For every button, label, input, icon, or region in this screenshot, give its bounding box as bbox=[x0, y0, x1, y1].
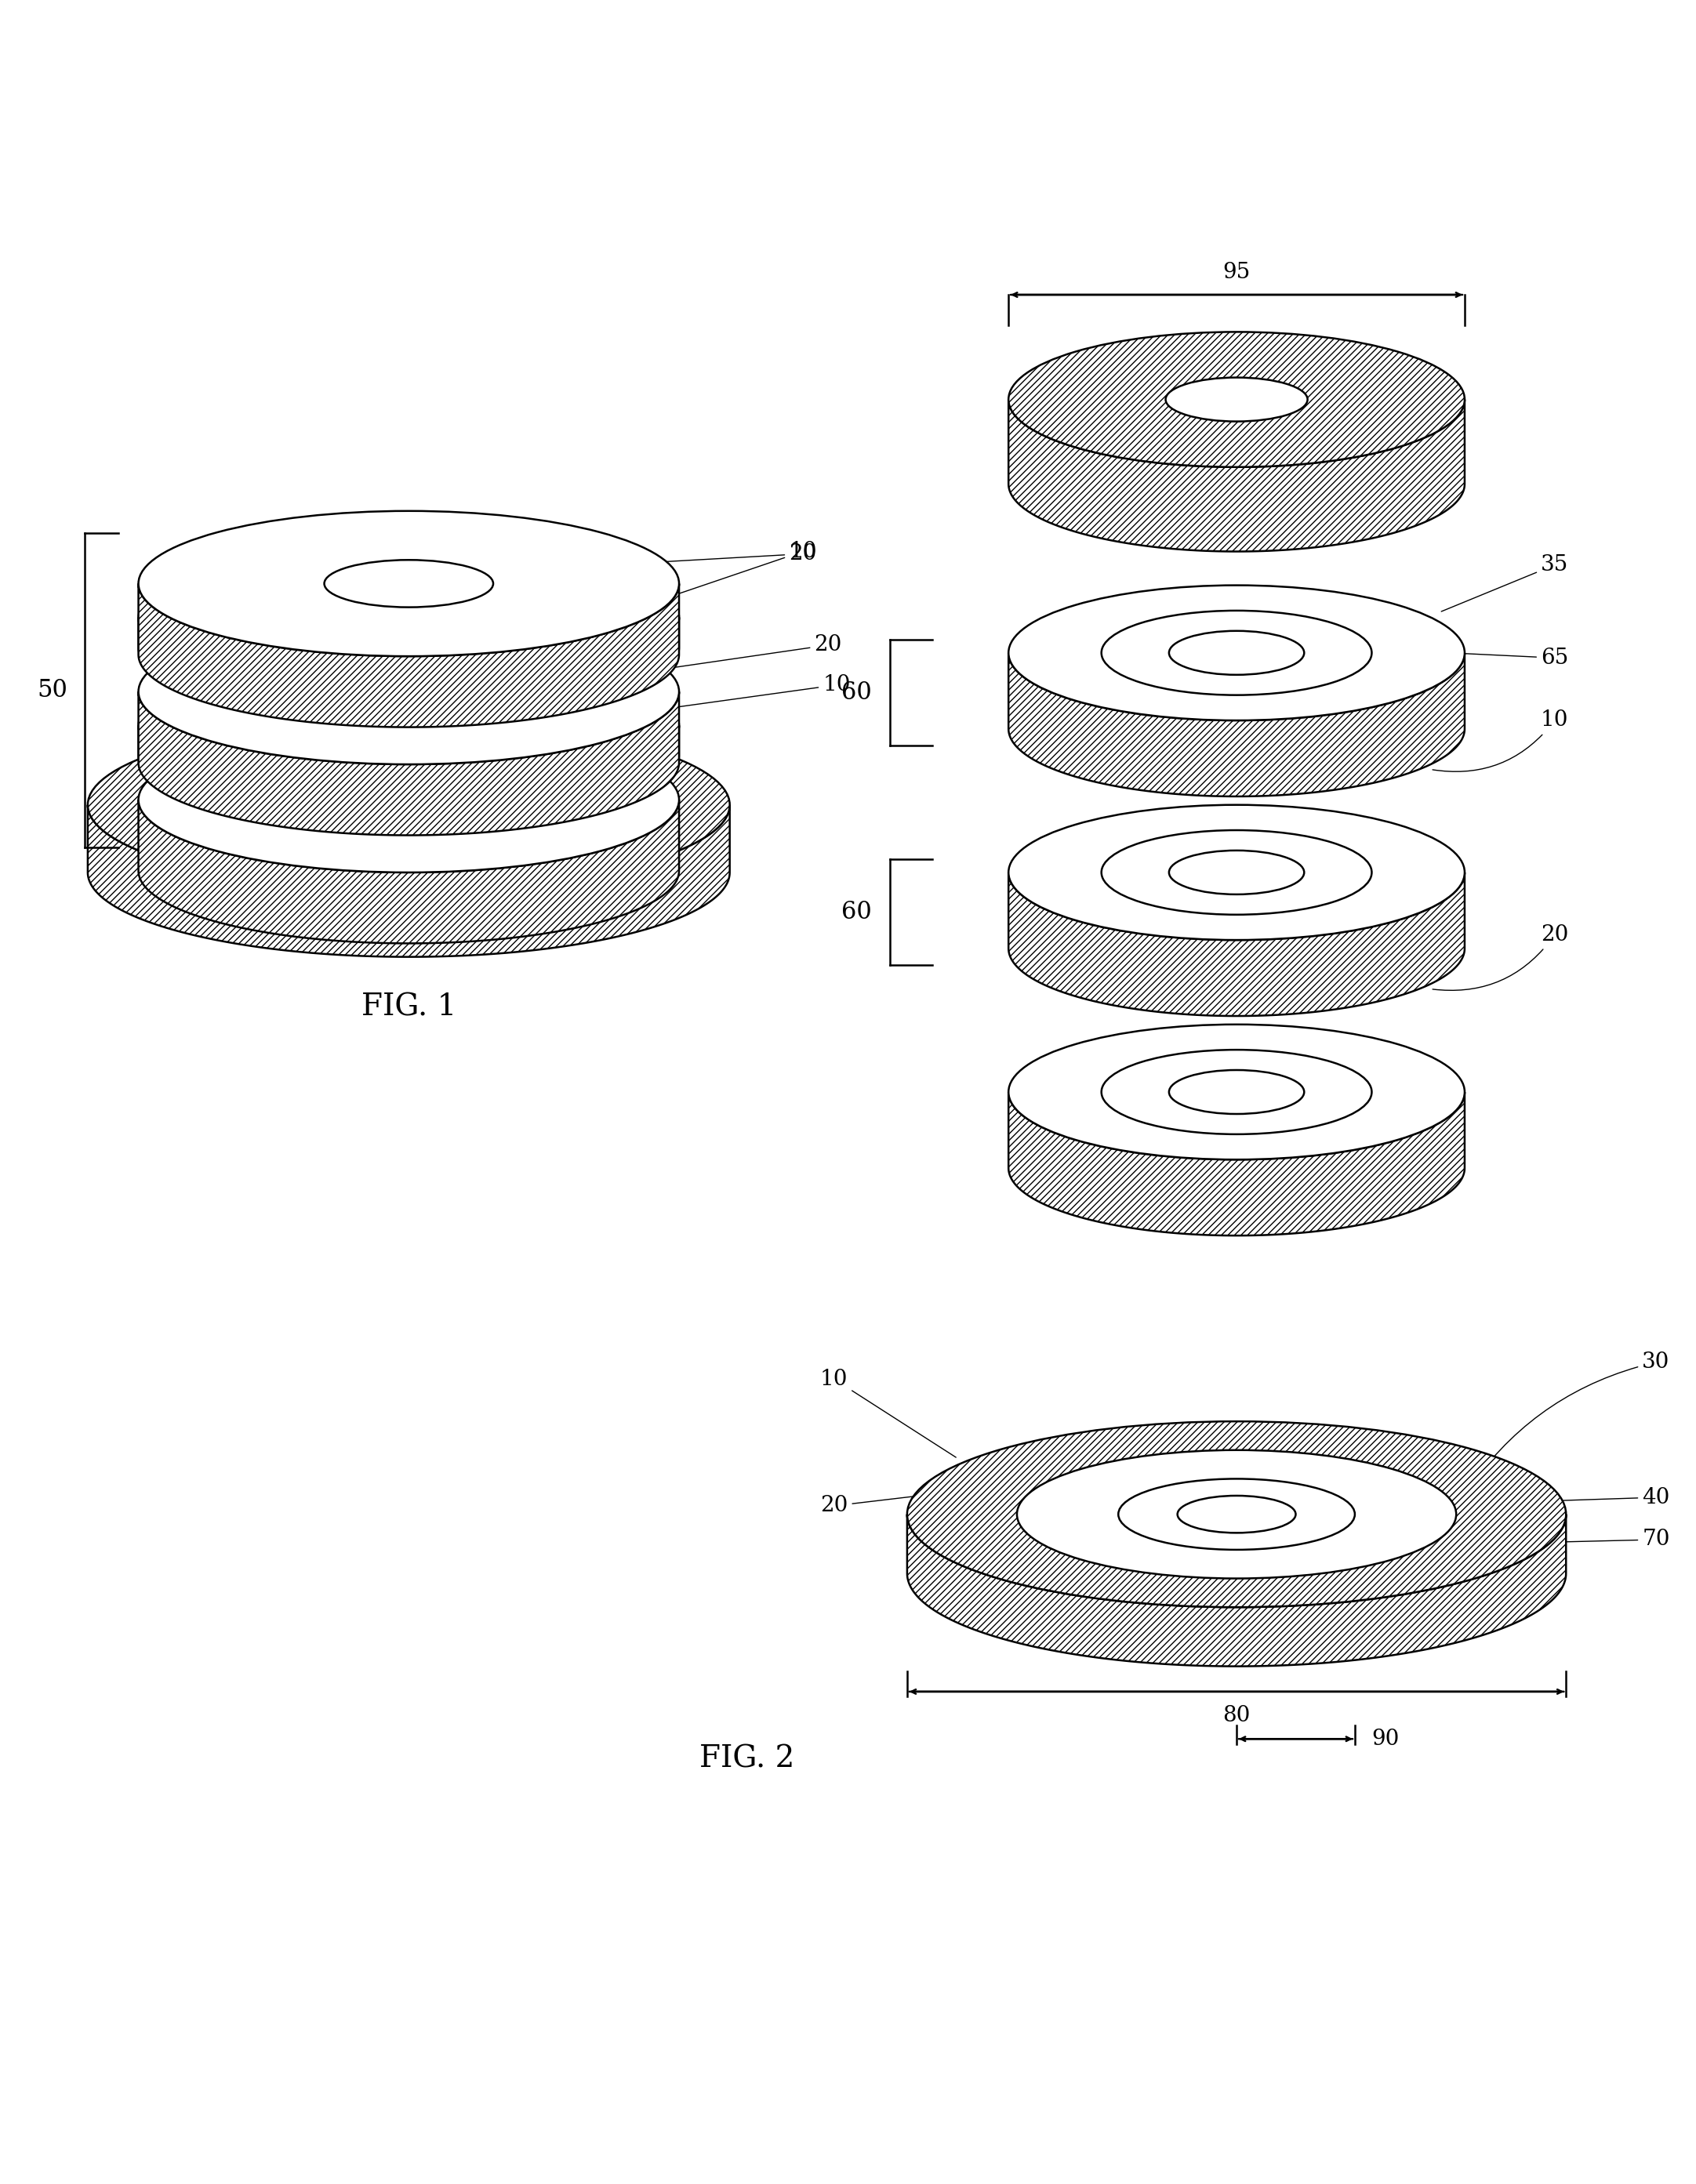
Ellipse shape bbox=[324, 559, 494, 607]
Ellipse shape bbox=[139, 511, 678, 655]
Text: 10: 10 bbox=[656, 542, 817, 601]
Ellipse shape bbox=[1169, 850, 1304, 895]
Text: 20: 20 bbox=[656, 544, 816, 563]
Ellipse shape bbox=[1009, 332, 1465, 467]
Ellipse shape bbox=[324, 668, 494, 716]
Ellipse shape bbox=[139, 727, 678, 871]
Ellipse shape bbox=[1018, 1450, 1457, 1579]
Polygon shape bbox=[1009, 400, 1465, 553]
Text: 35: 35 bbox=[1442, 555, 1569, 612]
Ellipse shape bbox=[1101, 830, 1372, 915]
Ellipse shape bbox=[1009, 806, 1465, 939]
Polygon shape bbox=[1009, 653, 1465, 797]
Text: 10: 10 bbox=[656, 675, 850, 710]
Polygon shape bbox=[1009, 871, 1465, 1016]
Text: 40: 40 bbox=[1362, 1487, 1671, 1507]
Text: 10: 10 bbox=[821, 1369, 957, 1457]
Ellipse shape bbox=[290, 585, 527, 649]
Text: 60: 60 bbox=[841, 681, 872, 705]
Ellipse shape bbox=[907, 1422, 1565, 1607]
Ellipse shape bbox=[1169, 631, 1304, 675]
Text: 20: 20 bbox=[821, 1483, 1031, 1516]
Polygon shape bbox=[1009, 1092, 1465, 1236]
Polygon shape bbox=[139, 583, 678, 727]
Text: 60: 60 bbox=[841, 900, 872, 924]
Text: 10: 10 bbox=[1433, 710, 1569, 771]
Ellipse shape bbox=[1009, 585, 1465, 721]
Polygon shape bbox=[88, 806, 729, 957]
Ellipse shape bbox=[1177, 1496, 1296, 1533]
Polygon shape bbox=[139, 618, 678, 721]
Ellipse shape bbox=[290, 692, 527, 758]
Ellipse shape bbox=[1165, 378, 1308, 422]
Ellipse shape bbox=[1009, 1024, 1465, 1160]
Ellipse shape bbox=[1118, 1479, 1355, 1551]
Text: 20: 20 bbox=[1433, 924, 1569, 989]
Ellipse shape bbox=[1169, 1070, 1304, 1114]
Polygon shape bbox=[907, 1514, 1565, 1666]
Text: 80: 80 bbox=[1223, 1706, 1250, 1725]
Polygon shape bbox=[139, 799, 678, 943]
Ellipse shape bbox=[88, 721, 729, 889]
Ellipse shape bbox=[139, 544, 678, 690]
Ellipse shape bbox=[1101, 612, 1372, 695]
Ellipse shape bbox=[1101, 1051, 1372, 1133]
Text: FIG. 1: FIG. 1 bbox=[361, 994, 456, 1022]
Polygon shape bbox=[139, 692, 678, 834]
Text: 95: 95 bbox=[1223, 262, 1250, 284]
Text: 65: 65 bbox=[1314, 646, 1569, 668]
Text: 30: 30 bbox=[1465, 1352, 1671, 1494]
Polygon shape bbox=[139, 725, 678, 828]
Ellipse shape bbox=[139, 653, 678, 797]
Text: 20: 20 bbox=[656, 636, 841, 670]
Ellipse shape bbox=[324, 775, 494, 823]
Text: 50: 50 bbox=[37, 677, 68, 701]
Text: 90: 90 bbox=[1372, 1728, 1399, 1749]
Text: FIG. 2: FIG. 2 bbox=[699, 1745, 794, 1773]
Ellipse shape bbox=[139, 618, 678, 764]
Text: 70: 70 bbox=[1555, 1529, 1671, 1551]
